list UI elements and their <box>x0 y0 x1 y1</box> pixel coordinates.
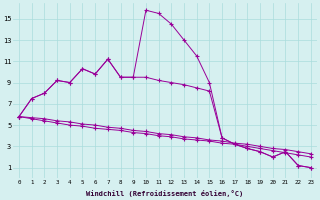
X-axis label: Windchill (Refroidissement éolien,°C): Windchill (Refroidissement éolien,°C) <box>86 190 244 197</box>
